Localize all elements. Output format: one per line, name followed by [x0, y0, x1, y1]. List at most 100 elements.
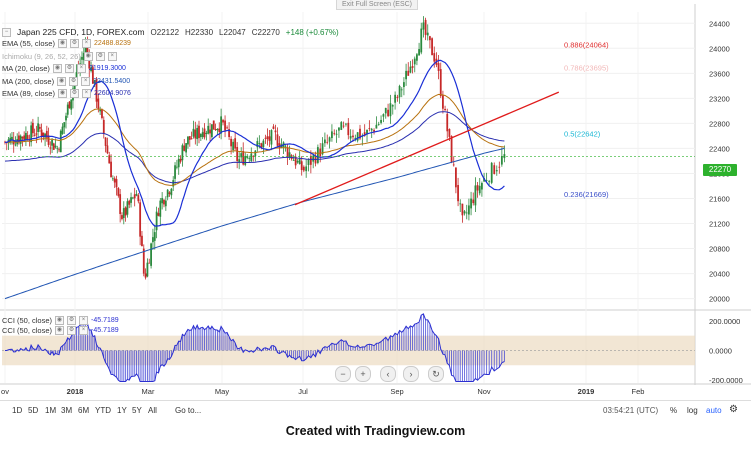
range-button-ytd[interactable]: YTD — [95, 406, 111, 415]
zoom-in-icon[interactable]: + — [355, 366, 371, 382]
eye-icon[interactable]: ◉ — [57, 89, 67, 98]
range-button-1m[interactable]: 1M — [45, 406, 57, 415]
settings-icon[interactable]: ⚙ — [69, 76, 79, 86]
candle-body — [181, 145, 184, 161]
candle-body — [368, 128, 371, 130]
candle-body — [14, 144, 17, 146]
zoom-out-icon[interactable]: − — [335, 366, 351, 382]
settings-icon[interactable]: ⚙ — [95, 51, 105, 61]
candle-body — [70, 99, 73, 110]
close-icon[interactable]: × — [79, 316, 89, 325]
settings-gear-icon[interactable]: ⚙ — [729, 404, 738, 415]
candle-body — [439, 69, 442, 97]
settings-icon[interactable]: ⚙ — [69, 39, 79, 48]
range-button-6m[interactable]: 6M — [78, 406, 90, 415]
candle-body — [493, 165, 496, 174]
eye-icon[interactable]: ◉ — [55, 316, 65, 325]
candle-body — [347, 122, 350, 136]
candle-body — [153, 232, 156, 241]
eye-icon[interactable]: ◉ — [55, 326, 65, 335]
range-button-5d[interactable]: 5D — [28, 406, 39, 415]
indicator-legend-row[interactable]: EMA (55, close) ◉ ⚙ × 22488.8239 — [2, 39, 131, 48]
candle-body — [82, 52, 85, 61]
close-icon[interactable]: × — [81, 39, 91, 48]
candle-body — [133, 194, 136, 199]
x-tick-label: 2019 — [578, 387, 595, 396]
candle-body — [481, 183, 483, 190]
range-button-5y[interactable]: 5Y — [132, 406, 142, 415]
utc-clock: 03:54:21 (UTC) — [603, 406, 659, 415]
range-button-all[interactable]: All — [148, 406, 157, 415]
range-button-1d[interactable]: 1D — [12, 406, 23, 415]
y-tick-label: 21600 — [709, 194, 730, 203]
indicator-legend-row[interactable]: Ichimoku (9, 26, 52, 26) ◉ ⚙ × — [2, 51, 117, 61]
eye-icon[interactable]: ◉ — [57, 39, 67, 48]
reset-icon[interactable]: ↻ — [428, 366, 444, 382]
indicator-value: 22604.9076 — [93, 90, 131, 97]
candle-body — [382, 114, 385, 117]
eye-icon[interactable]: ◉ — [83, 51, 93, 61]
candle-body — [198, 125, 200, 139]
percent-scale-button[interactable]: % — [670, 406, 678, 415]
collapse-legend-icon[interactable]: − — [2, 27, 11, 37]
cci-legend-row[interactable]: CCI (50, close) ◉ ⚙ × -45.7189 — [2, 316, 119, 325]
settings-icon[interactable]: ⚙ — [67, 316, 77, 325]
candle-body — [345, 123, 347, 125]
close-icon[interactable]: × — [81, 89, 91, 98]
candle-body — [278, 143, 281, 148]
candle-body — [155, 211, 158, 231]
candle-body — [429, 36, 431, 41]
candle-body — [413, 58, 416, 65]
candle-body — [424, 19, 427, 35]
indicator-legend-row[interactable]: MA (20, close) ◉ ⚙ × 21919.3000 — [2, 64, 126, 73]
candle-body — [356, 132, 359, 141]
candle-body — [130, 197, 132, 203]
candle-body — [500, 156, 503, 165]
goto-button[interactable]: Go to... — [175, 406, 202, 415]
exit-fullscreen-button[interactable]: Exit Full Screen (ESC) — [336, 0, 418, 10]
indicator-legend-row[interactable]: MA (200, close) ◉ ⚙ × 22431.5400 — [2, 76, 130, 86]
candle-body — [58, 149, 60, 151]
close-icon[interactable]: × — [76, 64, 86, 73]
ma20-line — [4, 59, 505, 227]
auto-scale-button[interactable]: auto — [706, 406, 722, 415]
candle-body — [240, 153, 243, 158]
settings-icon[interactable]: ⚙ — [69, 89, 79, 98]
indicator-legend-row[interactable]: EMA (89, close) ◉ ⚙ × 22604.9076 — [2, 89, 131, 98]
candle-body — [448, 129, 451, 137]
candle-body — [349, 135, 352, 139]
settings-icon[interactable]: ⚙ — [64, 64, 74, 73]
close-icon[interactable]: × — [107, 51, 117, 61]
settings-icon[interactable]: ⚙ — [67, 326, 77, 335]
candle-body — [110, 161, 112, 178]
candle-body — [86, 44, 89, 53]
scroll-left-icon[interactable]: ‹ — [380, 366, 396, 382]
scroll-right-icon[interactable]: › — [403, 366, 419, 382]
range-button-1y[interactable]: 1Y — [117, 406, 127, 415]
candle-body — [135, 193, 138, 196]
close-icon[interactable]: × — [79, 326, 89, 335]
cci-legend-row[interactable]: CCI (50, close) ◉ ⚙ × -45.7189 — [2, 326, 119, 335]
candle-body — [148, 262, 151, 264]
candle-body — [312, 155, 315, 162]
candle-body — [25, 133, 27, 141]
close-icon[interactable]: × — [81, 76, 91, 86]
candle-body — [37, 123, 40, 132]
log-scale-button[interactable]: log — [687, 406, 698, 415]
range-button-3m[interactable]: 3M — [61, 406, 73, 415]
cci-line — [5, 313, 505, 382]
candle-body — [338, 127, 340, 131]
candle-body — [56, 148, 59, 150]
candle-body — [88, 53, 91, 69]
eye-icon[interactable]: ◉ — [57, 76, 67, 86]
eye-icon[interactable]: ◉ — [52, 64, 62, 73]
candle-body — [216, 128, 219, 131]
candle-body — [52, 143, 55, 150]
candle-body — [115, 179, 118, 188]
ohlc-high: H22330 — [185, 27, 214, 37]
candle-body — [49, 147, 52, 149]
y-tick-label: 22800 — [709, 119, 730, 128]
candle-body — [38, 126, 41, 129]
